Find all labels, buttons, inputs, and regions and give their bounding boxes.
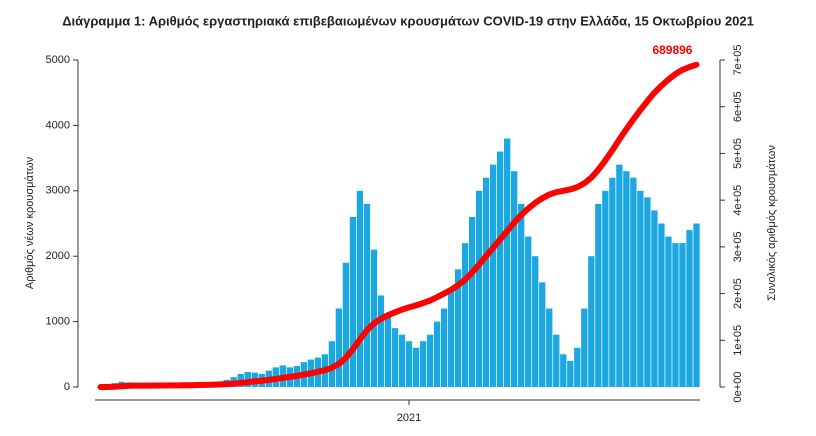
y-axis-label: Αριθμός νέων κρουσμάτων [24,156,36,289]
y2-tick-label: 5e+05 [732,138,744,169]
bar [539,282,546,387]
y-tick-label: 2000 [46,250,70,262]
bar [363,203,371,387]
bar [490,164,497,387]
bar [686,230,693,387]
bar [693,223,700,387]
y2-tick-label: 1e+05 [732,325,744,356]
bar [525,236,532,387]
bar [405,341,413,387]
y-tick-label: 0 [64,381,70,393]
bar [468,216,476,387]
bar [651,210,658,387]
bar [553,334,560,387]
y2-axis-label: Συνολικός αριθμός κρουσμάτων [766,145,778,301]
y-tick-label: 1000 [46,316,70,328]
bar [398,334,406,387]
bar [630,177,637,387]
bar [356,190,364,387]
bar [391,328,399,387]
bar [658,223,665,387]
y-tick-label: 4000 [46,119,70,131]
bar [475,190,483,387]
bar [342,262,350,387]
bar [518,203,525,387]
y2-tick-label: 0e+00 [732,372,744,403]
y2-tick-label: 3e+05 [732,231,744,262]
bar [546,308,553,387]
bar [419,341,427,387]
y-tick-label: 3000 [46,185,70,197]
bar [461,243,469,387]
bar [532,256,539,387]
bar [433,321,441,387]
bar [623,171,630,387]
y2-tick-label: 2e+05 [732,278,744,309]
x-tick-label: 2021 [397,412,421,424]
bar [567,360,574,387]
bar [504,138,511,387]
bar [384,315,392,387]
bar [574,347,581,387]
y2-tick-label: 7e+05 [732,45,744,76]
y-tick-label: 5000 [46,54,70,66]
bar [595,203,602,387]
bar [637,190,644,387]
cumulative-line [97,61,700,390]
y2-tick-label: 4e+05 [732,185,744,216]
y2-tick-label: 6e+05 [732,91,744,122]
bar [454,269,462,387]
bar [616,164,623,387]
bar [588,256,595,387]
bar [679,243,686,387]
bar [482,177,490,387]
bar [581,308,588,387]
bar [335,308,343,387]
chart-title: Διάγραμμα 1: Αριθμός εργαστηριακά επιβεβ… [62,13,754,28]
bar [349,216,357,387]
bar [644,197,651,387]
bar [511,171,518,387]
bar [497,151,504,387]
bar [560,354,567,387]
bar [440,308,448,387]
bar [412,347,420,387]
bar [328,341,336,387]
bar [447,288,455,387]
bar [377,295,385,387]
annotation: 689896 [652,43,692,57]
bar [609,177,616,387]
bar [602,190,609,387]
bar [665,236,672,387]
bar [672,243,679,387]
bar [370,249,378,387]
bar [426,334,434,387]
